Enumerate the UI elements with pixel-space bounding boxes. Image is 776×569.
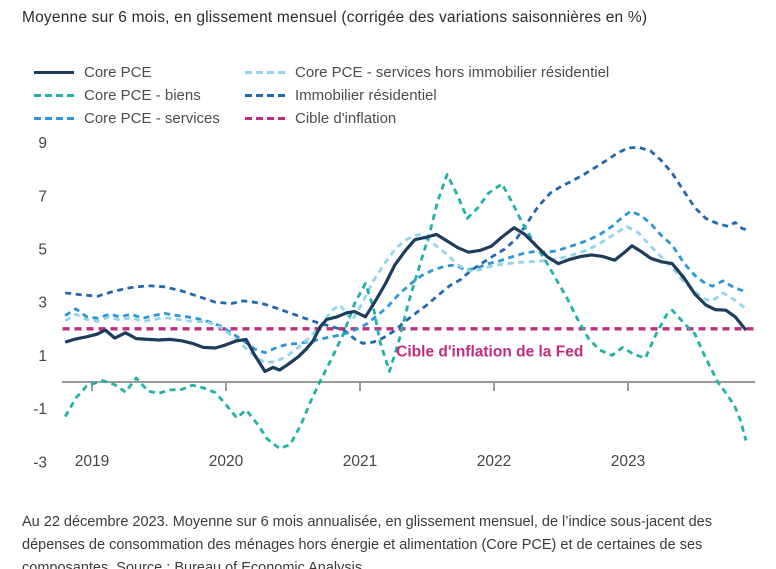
fed-target-annotation: Cible d'inflation de la Fed (396, 344, 583, 361)
legend-item: Core PCE - services hors immobilier rési… (245, 61, 609, 84)
legend-item: Immobilier résidentiel (245, 84, 609, 107)
legend-column: Core PCE Core PCE - biens Core PCE - servi… (34, 61, 220, 130)
legend-item: Core PCE - services (34, 107, 220, 130)
series-core-pce-services-hors-immobilier-r-sidentiel (64, 224, 747, 365)
x-tick-label: 2021 (343, 453, 377, 470)
dashed-line-swatch (245, 70, 285, 75)
legend-label: Cible d'inflation (295, 110, 397, 127)
y-tick-label: 7 (38, 188, 47, 205)
legend-label: Core PCE - biens (84, 87, 201, 104)
series-core-pce-services (64, 209, 747, 355)
y-tick-label: 1 (38, 348, 47, 365)
legend-column: Core PCE - services hors immobilier rési… (245, 61, 609, 130)
x-tick-label: 2019 (75, 453, 109, 470)
dashed-line-swatch (34, 116, 74, 121)
series-core-pce (64, 226, 748, 373)
legend-label: Core PCE - services (84, 110, 220, 127)
series-immobilier-r-sidentiel (65, 145, 750, 345)
y-tick-label: -3 (33, 454, 47, 471)
x-tick-label: 2020 (209, 453, 244, 470)
dashed-line-swatch (245, 116, 285, 121)
legend-item: Cible d'inflation (245, 107, 609, 130)
legend-label: Immobilier résidentiel (295, 87, 437, 104)
x-tick-label: 2022 (477, 453, 511, 470)
chart-title: Moyenne sur 6 mois, en glissement mensue… (22, 9, 648, 26)
series-core-pce-biens (63, 173, 748, 450)
legend-item: Core PCE - biens (34, 84, 220, 107)
source-note: Au 22 décembre 2023. Moyenne sur 6 mois … (22, 514, 712, 569)
legend-label: Core PCE - services hors immobilier rési… (295, 64, 610, 81)
y-tick-label: 3 (38, 295, 47, 312)
legend-item: Core PCE (34, 61, 220, 84)
x-tick-label: 2023 (611, 453, 645, 470)
y-tick-label: -1 (33, 401, 47, 418)
solid-line-swatch (34, 70, 74, 75)
dashed-line-swatch (245, 93, 285, 98)
y-tick-label: 5 (38, 242, 47, 259)
legend-label: Core PCE (84, 64, 152, 81)
dashed-line-swatch (34, 93, 74, 98)
y-tick-label: 9 (38, 135, 47, 152)
